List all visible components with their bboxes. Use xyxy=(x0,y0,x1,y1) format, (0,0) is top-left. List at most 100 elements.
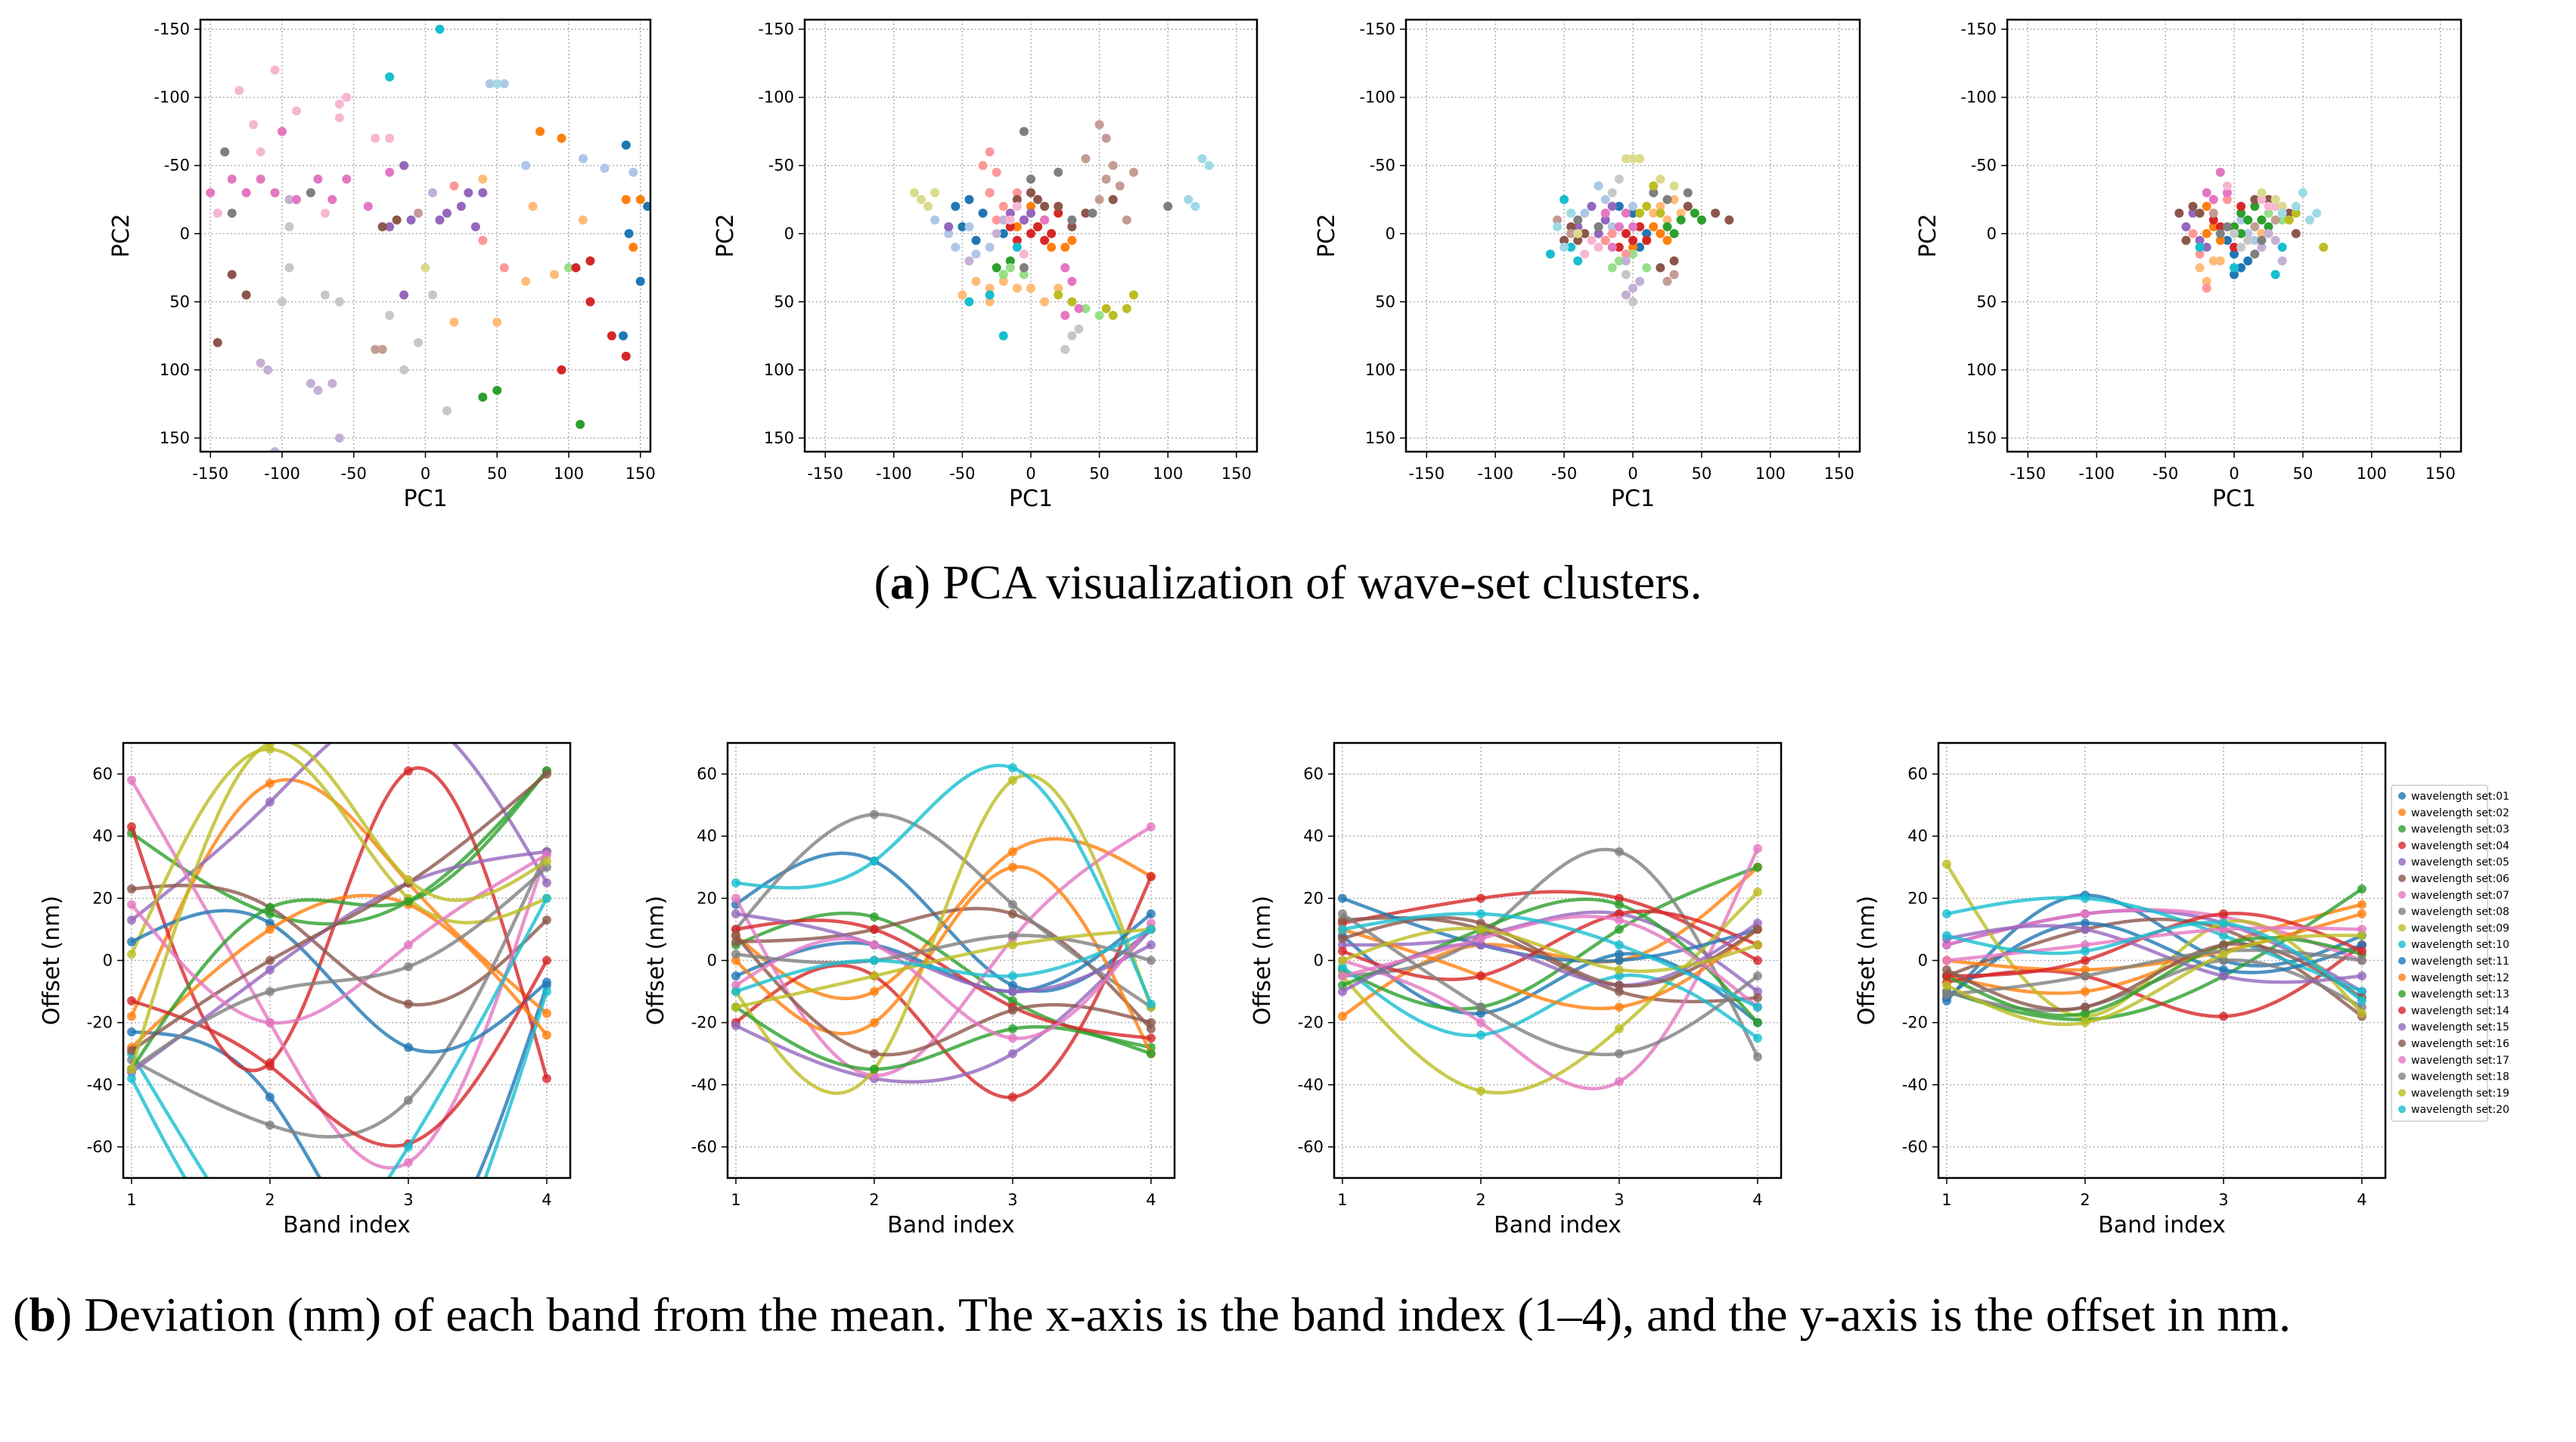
axes-frame xyxy=(2006,18,2463,453)
x-tick-label: -150 xyxy=(192,465,228,483)
point xyxy=(406,215,416,225)
legend-marker xyxy=(2398,890,2406,899)
point xyxy=(535,126,545,136)
point xyxy=(2243,215,2253,225)
point xyxy=(1007,763,1017,772)
x-tick-label: -150 xyxy=(807,465,843,483)
y-tick-label: -60 xyxy=(87,1138,113,1156)
point xyxy=(265,965,275,974)
subplot: 1 2 3 4 -60 -40 -20 0 20 40 60 Band index Offset (nm… xyxy=(643,741,1176,1238)
point xyxy=(227,174,237,184)
point xyxy=(1614,222,1624,232)
point xyxy=(403,1142,413,1151)
point xyxy=(220,147,230,157)
y-axis-label: Offset (nm) xyxy=(39,896,65,1025)
point xyxy=(2277,208,2287,218)
axes-frame xyxy=(1937,741,2387,1179)
point xyxy=(1026,208,1035,218)
legend-label: wavelength set:17 xyxy=(2411,1055,2509,1067)
point xyxy=(1628,297,1637,306)
series-line xyxy=(1342,912,1758,1009)
point xyxy=(1566,228,1576,238)
legend-marker xyxy=(2398,1040,2406,1047)
point xyxy=(265,925,275,934)
point xyxy=(1614,256,1624,266)
point xyxy=(1007,931,1017,940)
point xyxy=(126,775,136,785)
point xyxy=(1476,934,1485,943)
point xyxy=(265,987,275,996)
point xyxy=(2357,925,2367,934)
point xyxy=(278,297,287,306)
y-tick-label: -20 xyxy=(1298,1014,1324,1032)
point xyxy=(442,208,452,218)
point xyxy=(1752,1052,1762,1061)
series-line xyxy=(1342,927,1758,974)
x-axis-label: PC1 xyxy=(1611,486,1655,512)
point xyxy=(2257,215,2267,225)
x-tick-label: 3 xyxy=(403,1191,413,1209)
point xyxy=(1656,208,1665,218)
point xyxy=(2319,242,2329,252)
point xyxy=(334,99,344,109)
point xyxy=(869,810,879,819)
point xyxy=(964,222,974,232)
series-line xyxy=(734,934,1152,1057)
point xyxy=(1656,263,1665,272)
point xyxy=(1476,925,1485,934)
point xyxy=(557,133,566,143)
point xyxy=(1560,242,1569,252)
point xyxy=(1476,1018,1485,1027)
y-tick-label: -100 xyxy=(1960,89,1997,107)
point xyxy=(1337,915,1347,925)
point xyxy=(227,208,237,218)
point xyxy=(2195,249,2205,259)
y-axis-label: PC2 xyxy=(712,213,739,257)
point xyxy=(1054,290,1063,300)
point xyxy=(542,893,551,903)
x-tick-label: -50 xyxy=(949,465,975,483)
legend-marker xyxy=(2398,825,2406,833)
point xyxy=(964,297,974,306)
y-tick-label: 50 xyxy=(169,293,190,311)
point xyxy=(464,188,473,197)
point xyxy=(1115,181,1125,191)
point xyxy=(478,392,488,402)
point xyxy=(2222,222,2232,232)
point xyxy=(1026,188,1035,197)
point xyxy=(1146,1024,1156,1033)
y-tick-label: 60 xyxy=(92,765,113,783)
point xyxy=(731,987,740,996)
caption-part: a xyxy=(889,555,914,609)
point xyxy=(1752,1018,1762,1027)
point xyxy=(1019,249,1029,259)
plot-area xyxy=(909,120,1214,354)
point xyxy=(542,878,551,887)
point xyxy=(1752,887,1762,897)
point xyxy=(1628,201,1637,211)
point xyxy=(334,113,344,123)
point xyxy=(731,971,740,981)
point xyxy=(2195,208,2205,218)
x-tick-label: 100 xyxy=(1755,465,1786,483)
point xyxy=(1941,971,1951,981)
point xyxy=(1012,235,1022,245)
point xyxy=(1941,931,1951,940)
point xyxy=(2257,188,2267,197)
point xyxy=(200,211,201,215)
point xyxy=(2264,201,2273,211)
point xyxy=(628,242,638,252)
point xyxy=(1067,276,1077,286)
legend-marker xyxy=(2398,1089,2406,1097)
point xyxy=(998,276,1008,286)
point xyxy=(923,201,933,211)
point xyxy=(126,1012,136,1021)
x-tick-label: -150 xyxy=(1408,465,1445,483)
x-axis-label: PC1 xyxy=(2212,486,2256,512)
legend-marker xyxy=(2398,1072,2406,1080)
point xyxy=(1337,1012,1347,1021)
point xyxy=(992,263,1001,272)
point xyxy=(985,297,995,306)
point xyxy=(576,419,585,429)
point xyxy=(542,1074,551,1083)
